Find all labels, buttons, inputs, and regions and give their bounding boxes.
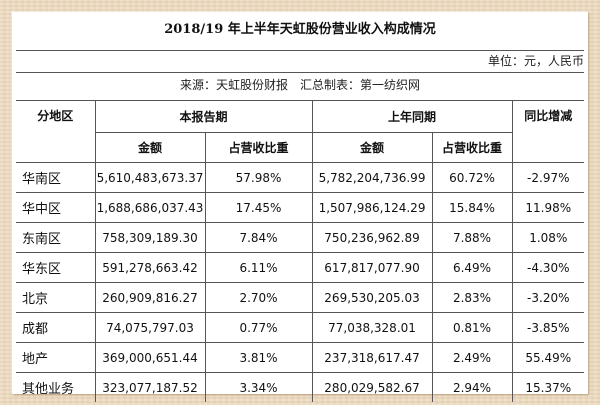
document-panel: 2018/19 年上半年天虹股份营业收入构成情况 单位：元，人民币 来源：天虹股… [12,12,588,402]
header-current-share: 占营收比重 [204,132,313,163]
yoy-cell: -4.30% [511,252,585,283]
table-row: 华中区 1,688,686,037.43 17.45% 1,507,986,12… [16,192,585,223]
region-cell: 成都 [16,312,96,343]
prior-share-cell: 2.83% [431,282,513,313]
prior-amount-cell: 77,038,328.01 [311,312,433,343]
yoy-cell: 15.37% [511,372,585,402]
yoy-cell: 1.08% [511,222,585,253]
yoy-cell: 55.49% [511,342,585,373]
yoy-cell: 11.98% [511,192,585,223]
current-amount-cell: 758,309,189.30 [94,222,206,253]
prior-share-cell: 2.49% [431,342,513,373]
current-amount-cell: 1,688,686,037.43 [94,192,206,223]
region-cell: 华东区 [16,252,96,283]
current-amount-cell: 74,075,797.03 [94,312,206,343]
current-share-cell: 17.45% [204,192,313,223]
header-region: 分地区 [16,100,96,163]
prior-amount-cell: 280,029,582.67 [311,372,433,402]
region-cell: 地产 [16,342,96,373]
current-amount-cell: 591,278,663.42 [94,252,206,283]
prior-share-cell: 60.72% [431,162,513,193]
table-title: 2018/19 年上半年天虹股份营业收入构成情况 [164,22,436,37]
yoy-cell: -2.97% [511,162,585,193]
unit-note: 单位：元，人民币 [487,54,584,68]
current-amount-cell: 369,000,651.44 [94,342,206,373]
prior-share-cell: 2.94% [431,372,513,402]
header-prior-amount: 金额 [311,132,433,163]
prior-share-cell: 15.84% [431,192,513,223]
source-note: 来源：天虹股份财报 汇总制表：第一纺织网 [179,78,420,92]
prior-amount-cell: 5,782,204,736.99 [311,162,433,193]
region-cell: 其他业务 [16,372,96,402]
divider [16,50,584,51]
prior-amount-cell: 1,507,986,124.29 [311,192,433,223]
prior-amount-cell: 269,530,205.03 [311,282,433,313]
table-row: 成都 74,075,797.03 0.77% 77,038,328.01 0.8… [16,312,585,343]
prior-amount-cell: 750,236,962.89 [311,222,433,253]
current-share-cell: 0.77% [204,312,313,343]
prior-amount-cell: 617,817,077.90 [311,252,433,283]
header-prior-share: 占营收比重 [431,132,513,163]
table-row: 其他业务 323,077,187.52 3.34% 280,029,582.67… [16,372,585,402]
current-share-cell: 2.70% [204,282,313,313]
prior-share-cell: 6.49% [431,252,513,283]
prior-share-cell: 7.88% [431,222,513,253]
table-row: 北京 260,909,816.27 2.70% 269,530,205.03 2… [16,282,585,313]
current-amount-cell: 323,077,187.52 [94,372,206,402]
region-cell: 华中区 [16,192,96,223]
header-current-period: 本报告期 [94,100,313,133]
current-share-cell: 6.11% [204,252,313,283]
table-row: 华南区 5,610,483,673.37 57.98% 5,782,204,73… [16,162,585,193]
prior-share-cell: 0.81% [431,312,513,343]
prior-amount-cell: 237,318,617.47 [311,342,433,373]
current-share-cell: 57.98% [204,162,313,193]
revenue-table: 分地区 本报告期 上年同期 同比增减 金额 占营收比重 金额 占营收比重 华南区… [16,100,585,402]
header-prior-period: 上年同期 [311,100,513,133]
table-row: 东南区 758,309,189.30 7.84% 750,236,962.89 … [16,222,585,253]
table-row: 华东区 591,278,663.42 6.11% 617,817,077.90 … [16,252,585,283]
current-amount-cell: 5,610,483,673.37 [94,162,206,193]
current-share-cell: 7.84% [204,222,313,253]
current-share-cell: 3.34% [204,372,313,402]
divider [16,72,584,73]
header-yoy-change: 同比增减 [511,100,585,163]
header-current-amount: 金额 [95,132,206,163]
region-cell: 东南区 [16,222,96,253]
region-cell: 华南区 [16,162,96,193]
yoy-cell: -3.20% [511,282,585,313]
region-cell: 北京 [16,282,96,313]
table-row: 地产 369,000,651.44 3.81% 237,318,617.47 2… [16,342,585,373]
current-share-cell: 3.81% [204,342,313,373]
current-amount-cell: 260,909,816.27 [94,282,206,313]
yoy-cell: -3.85% [511,312,585,343]
